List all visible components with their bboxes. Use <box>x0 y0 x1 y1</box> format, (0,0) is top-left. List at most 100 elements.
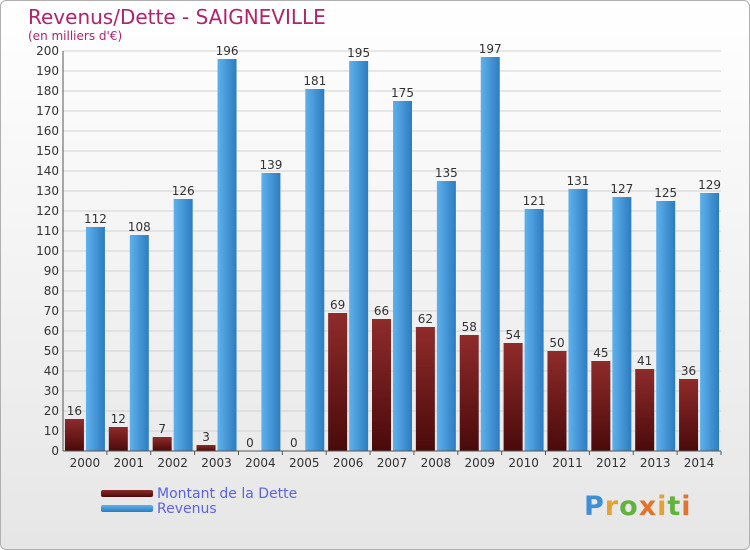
debt-value-label: 50 <box>549 336 564 350</box>
revenue-value-label: 196 <box>216 44 239 58</box>
revenue-bar <box>305 89 325 451</box>
y-tick-label: 80 <box>44 284 59 298</box>
x-tick-label: 2012 <box>596 456 627 470</box>
revenue-value-label: 125 <box>654 186 677 200</box>
revenue-value-label: 129 <box>698 178 721 192</box>
revenue-bar <box>85 227 105 451</box>
x-tick-label: 2014 <box>684 456 715 470</box>
revenue-bar <box>173 199 193 451</box>
y-tick-label: 0 <box>51 444 59 458</box>
debt-value-label: 54 <box>505 328 520 342</box>
revenue-bar <box>524 209 544 451</box>
debt-value-label: 3 <box>202 430 210 444</box>
grid-lines <box>63 50 721 452</box>
y-tick-label: 170 <box>36 104 59 118</box>
y-tick-label: 70 <box>44 304 59 318</box>
revenue-bar <box>393 101 412 451</box>
y-tick-label: 140 <box>36 164 59 178</box>
y-tick-label: 130 <box>36 184 59 198</box>
revenue-value-label: 112 <box>84 212 107 226</box>
y-tick-label: 10 <box>44 424 59 438</box>
revenue-bar <box>261 173 281 451</box>
revenue-value-label: 195 <box>347 46 370 60</box>
revenue-bar <box>217 59 237 451</box>
debt-bar <box>503 343 523 451</box>
chart-title: Revenus/Dette - SAIGNEVILLE <box>28 5 326 29</box>
revenue-value-label: 127 <box>610 182 633 196</box>
revenue-value-label: 181 <box>303 74 326 88</box>
debt-bar <box>108 427 128 451</box>
debt-bar <box>328 313 348 451</box>
y-tick-label: 110 <box>36 224 59 238</box>
x-tick-label: 2011 <box>552 456 583 470</box>
debt-bar <box>152 437 172 451</box>
x-tick-label: 2001 <box>114 456 145 470</box>
y-tick-label: 120 <box>36 204 59 218</box>
debt-value-label: 45 <box>593 346 608 360</box>
y-tick-label: 30 <box>44 384 59 398</box>
revenue-value-label: 175 <box>391 86 414 100</box>
y-tick-label: 90 <box>44 264 59 278</box>
y-tick-label: 160 <box>36 124 59 138</box>
legend-swatch-debt <box>101 490 153 497</box>
debt-bar <box>547 351 567 451</box>
debt-value-label: 7 <box>158 422 166 436</box>
debt-value-label: 0 <box>246 436 254 450</box>
x-tick-label: 2005 <box>289 456 320 470</box>
revenue-value-label: 197 <box>479 42 502 56</box>
y-tick-label: 50 <box>44 344 59 358</box>
debt-bar <box>459 335 479 451</box>
y-tick-label: 180 <box>36 84 59 98</box>
revenue-value-label: 108 <box>128 220 151 234</box>
revenue-bar <box>480 57 500 451</box>
x-tick-label: 2007 <box>377 456 408 470</box>
debt-value-label: 41 <box>637 354 652 368</box>
revenue-bar <box>436 181 456 451</box>
y-tick-label: 40 <box>44 364 59 378</box>
revenue-bar <box>700 193 720 451</box>
y-tick-label: 60 <box>44 324 59 338</box>
debt-value-label: 0 <box>290 436 298 450</box>
revenue-value-label: 126 <box>172 184 195 198</box>
revenue-value-label: 131 <box>567 174 590 188</box>
axes: 0102030405060708090100110120130140150160… <box>36 44 722 470</box>
legend-label-debt: Montant de la Dette <box>157 486 298 502</box>
bars <box>64 57 720 451</box>
y-tick-label: 20 <box>44 404 59 418</box>
debt-bar <box>635 369 655 451</box>
debt-value-label: 12 <box>111 412 126 426</box>
chart-subtitle: (en milliers d'€) <box>28 29 123 43</box>
debt-bar <box>372 319 391 451</box>
debt-value-label: 58 <box>462 320 477 334</box>
legend-label-revenue: Revenus <box>157 501 217 517</box>
debt-bar <box>415 327 435 451</box>
y-tick-label: 150 <box>36 144 59 158</box>
debt-bar <box>196 445 216 451</box>
revenue-bar <box>612 197 632 451</box>
x-tick-label: 2002 <box>157 456 188 470</box>
proxiti-logo: Proxiti <box>584 491 692 522</box>
y-tick-label: 190 <box>36 64 59 78</box>
revenue-bar <box>349 61 369 451</box>
revenue-bar <box>656 201 676 451</box>
debt-value-label: 36 <box>681 364 696 378</box>
x-tick-label: 2003 <box>201 456 232 470</box>
debt-value-label: 16 <box>67 404 82 418</box>
revenue-bar <box>568 189 588 451</box>
debt-value-label: 62 <box>418 312 433 326</box>
data-labels: 16 112 12 108 7 126 3 196 0 139 0 181 69 195 66 175 62 13… <box>67 42 721 450</box>
x-tick-label: 2008 <box>421 456 452 470</box>
revenue-value-label: 135 <box>435 166 458 180</box>
x-tick-label: 2013 <box>640 456 671 470</box>
x-tick-label: 2009 <box>464 456 495 470</box>
revenue-value-label: 121 <box>523 194 546 208</box>
y-tick-label: 200 <box>36 44 59 58</box>
legend-swatch-revenue <box>101 505 153 512</box>
debt-value-label: 66 <box>374 304 389 318</box>
debt-bar <box>591 361 611 451</box>
y-tick-label: 100 <box>36 244 59 258</box>
x-tick-label: 2006 <box>333 456 364 470</box>
x-tick-label: 2010 <box>508 456 539 470</box>
